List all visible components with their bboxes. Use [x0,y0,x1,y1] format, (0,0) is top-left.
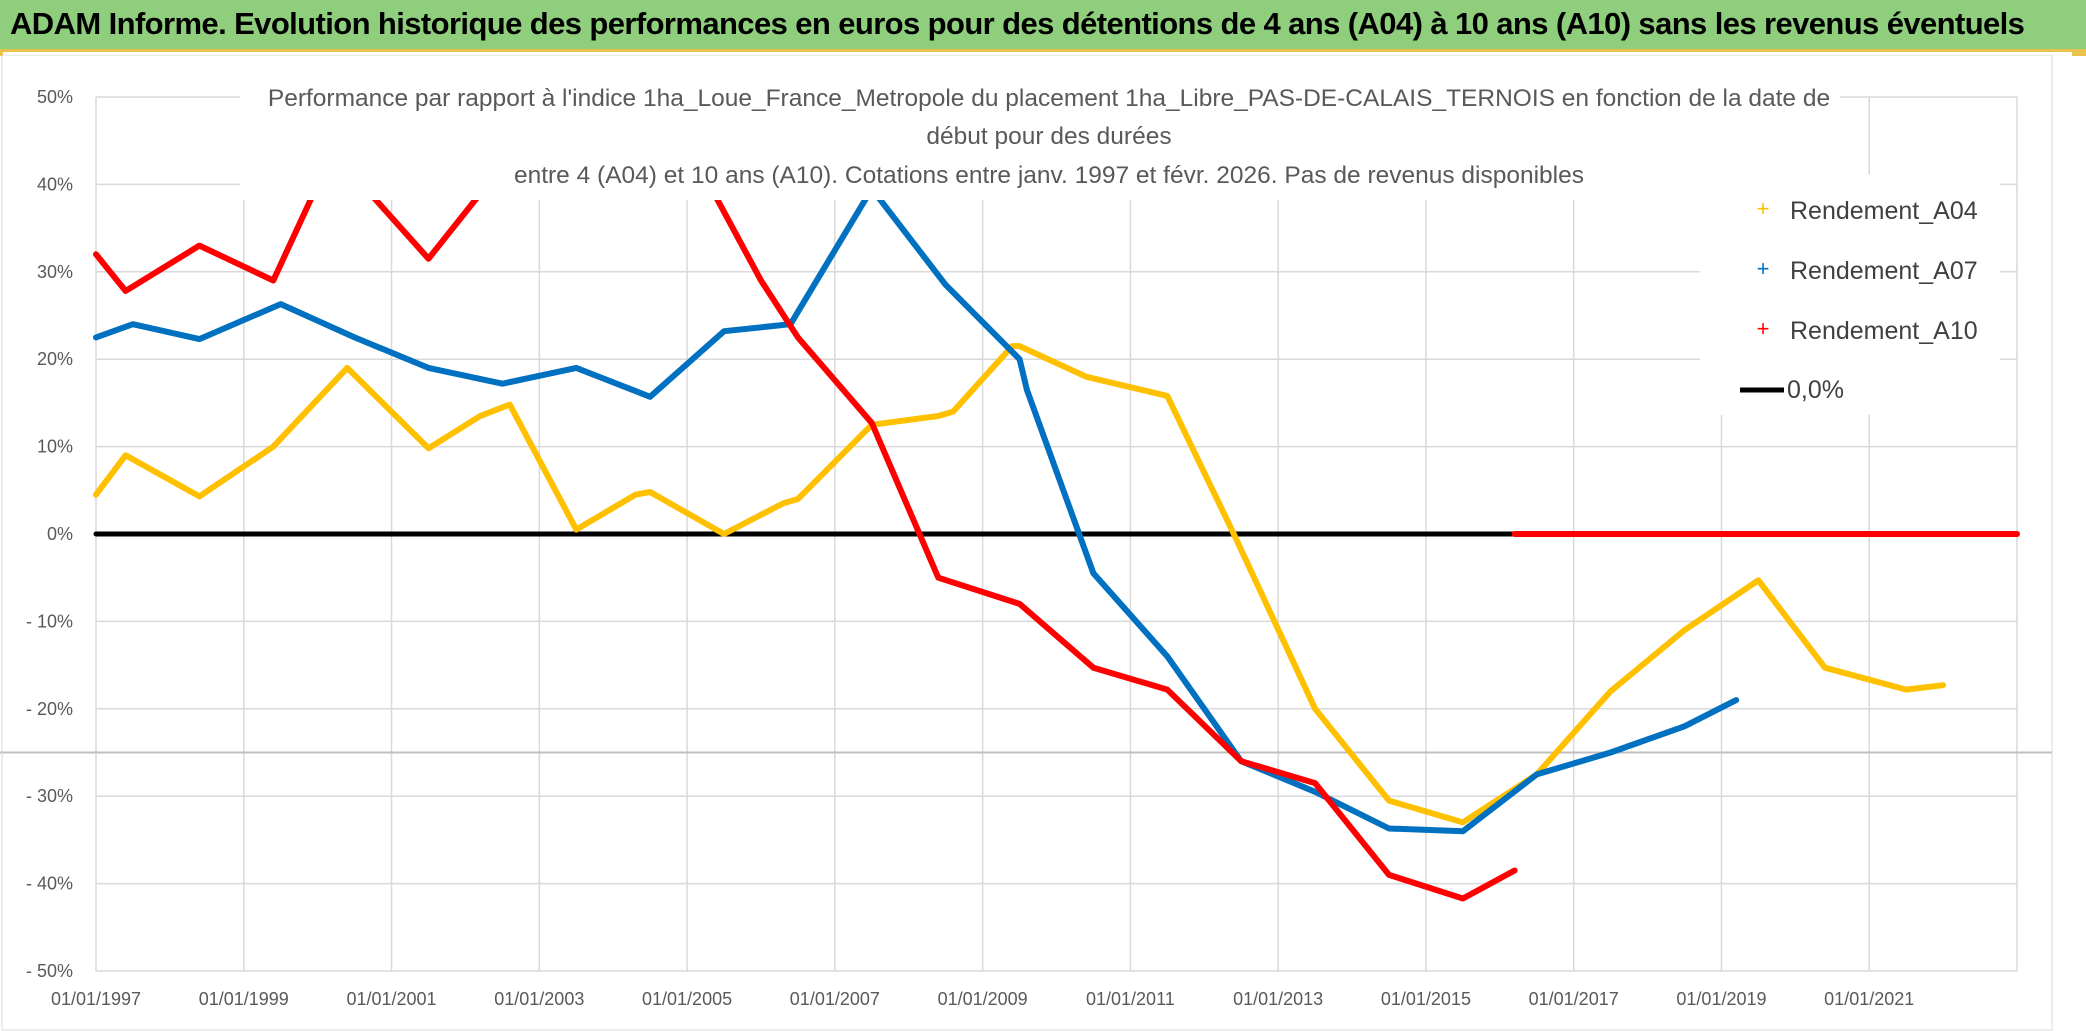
x-tick-label: 01/01/2013 [1233,989,1323,1009]
x-tick-label: 01/01/2005 [642,989,732,1009]
y-tick-label: 0% [47,524,73,544]
legend-marker-a04: + [1757,196,1770,221]
legend-label-a04: Rendement_A04 [1790,197,1978,225]
y-tick-label: 40% [37,174,73,194]
legend-item-a07: + Rendement_A07 [1757,256,1978,285]
legend-label-a07: Rendement_A07 [1790,257,1978,285]
legend-marker-a07: + [1757,256,1770,281]
chart-title-background [240,80,1840,200]
header-banner: ADAM Informe. Evolution historique des p… [0,0,2086,52]
x-tick-label: 01/01/2007 [790,989,880,1009]
x-tick-label: 01/01/2017 [1529,989,1619,1009]
chart-title-line-1: Performance par rapport à l'indice 1ha_L… [268,85,1830,112]
y-tick-label: - 30% [26,786,73,806]
y-tick-label: - 40% [26,874,73,894]
x-tick-label: 01/01/2021 [1824,989,1914,1009]
series-line-rendement-a04 [93,343,1947,826]
y-tick-label: - 20% [26,699,73,719]
x-tick-label: 01/01/2001 [346,989,436,1009]
page-title: ADAM Informe. Evolution historique des p… [10,6,2025,41]
chart-title-line-2: début pour des durées [926,123,1171,150]
x-tick-label: 01/01/2011 [1086,989,1175,1009]
chart-title-line-3: entre 4 (A04) et 10 ans (A10). Cotations… [514,162,1584,189]
y-tick-label: 30% [37,262,73,282]
performance-chart: 50% 40% 30% 20% 10% 0% - 10% - 20% - 30% - 40% - 5… [0,55,2053,1031]
series-line-rendement-a10 [93,194,1518,902]
y-tick-label: - 10% [26,611,73,631]
x-axis-ticks: 01/01/1997 01/01/1999 01/01/2001 01/01/2003… [51,989,1914,1009]
banner-edge-mark [2072,50,2086,56]
y-tick-label: 20% [37,349,73,369]
x-tick-label: 01/01/1999 [199,989,289,1009]
y-axis-ticks: 50% 40% 30% 20% 10% 0% - 10% - 20% - 30% - 40% - 5… [26,87,73,981]
x-tick-label: 01/01/1997 [51,989,141,1009]
legend-background [1700,175,2000,415]
series-line-rendement-a07 [93,194,1740,835]
legend-item-a10: + Rendement_A10 [1757,316,1978,345]
x-tick-label: 01/01/2019 [1676,989,1766,1009]
legend-marker-a10: + [1757,316,1770,341]
y-tick-label: 10% [37,437,73,457]
legend-label-a10: Rendement_A10 [1790,317,1978,345]
banner-edge-mark [0,50,3,56]
x-tick-label: 01/01/2009 [938,989,1028,1009]
legend-item-zero: 0,0% [1740,376,1844,404]
chart-series-layer [93,194,2020,902]
legend-label-zero: 0,0% [1787,376,1844,404]
chart-border [1,55,2053,1031]
x-tick-label: 01/01/2003 [494,989,584,1009]
x-tick-label: 01/01/2015 [1381,989,1471,1009]
legend-item-a04: + Rendement_A04 [1757,196,1978,225]
y-tick-label: - 50% [26,961,73,981]
y-tick-label: 50% [37,87,73,107]
chart-legend: + Rendement_A04 + Rendement_A07 + Rendem… [1700,175,2000,415]
